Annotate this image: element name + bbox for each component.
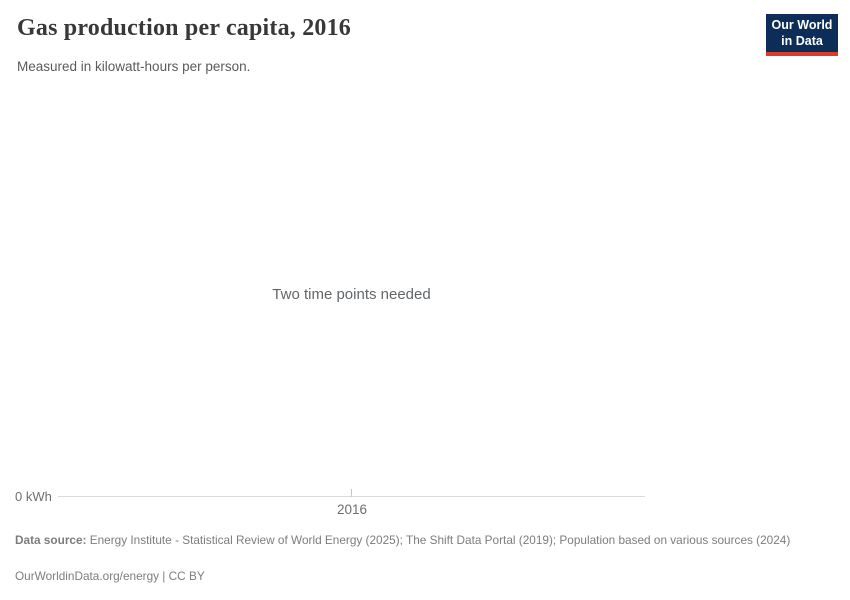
y-axis-zero-label: 0 kWh — [15, 489, 52, 504]
datasource-text: Energy Institute - Statistical Review of… — [89, 533, 791, 547]
chart-title: Gas production per capita, 2016 — [17, 15, 352, 41]
x-axis-tick — [351, 489, 352, 497]
citation-link[interactable]: OurWorldinData.org/energy | CC BY — [15, 569, 205, 583]
owid-logo[interactable]: Our World in Data — [766, 14, 838, 56]
datasource-label: Data source: — [15, 533, 87, 547]
datasource-note: Data source: Energy Institute - Statisti… — [15, 533, 827, 548]
no-data-message: Two time points needed — [272, 286, 431, 303]
chart-subtitle: Measured in kilowatt-hours per person. — [17, 59, 251, 74]
owid-logo-line2: in Data — [781, 34, 823, 48]
owid-logo-line1: Our World — [771, 18, 833, 32]
x-axis-tick-label: 2016 — [336, 502, 368, 517]
